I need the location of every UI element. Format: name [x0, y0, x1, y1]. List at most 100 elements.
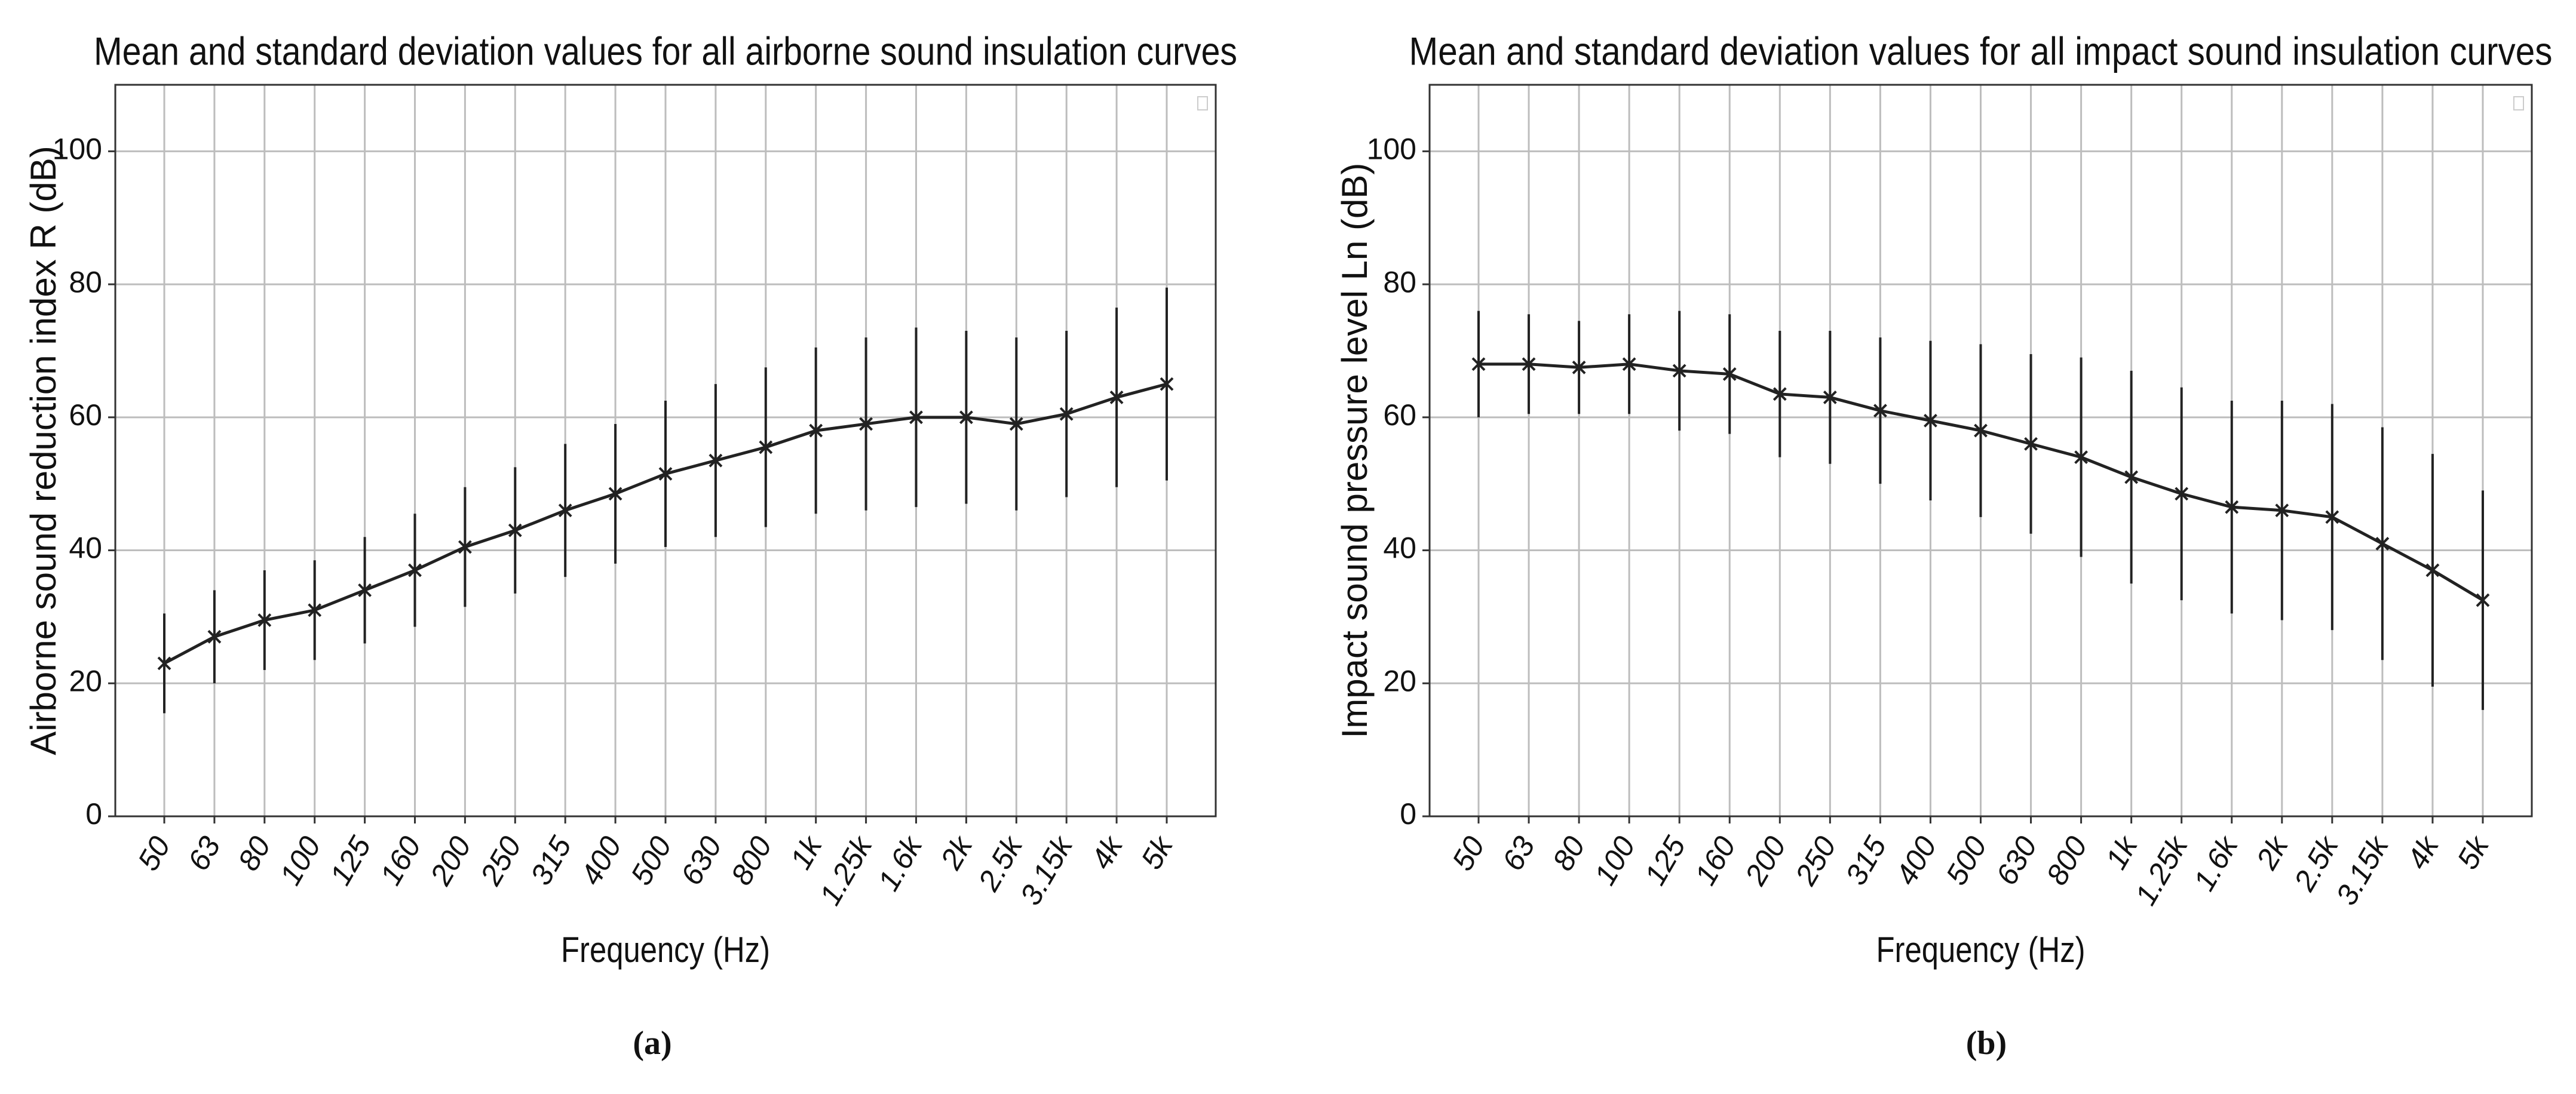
x-tick-label: 160 [373, 831, 427, 890]
marker [2074, 450, 2089, 465]
marker [207, 629, 222, 644]
x-tick-label: 125 [1638, 831, 1692, 890]
y-tick-label: 0 [85, 797, 102, 831]
marker [1873, 404, 1887, 418]
marker [859, 417, 873, 431]
marker [1160, 377, 1174, 391]
y-tick-label: 100 [53, 133, 102, 166]
y-tick-label: 40 [1383, 531, 1416, 565]
marker [2175, 487, 2189, 501]
x-tick-label: 400 [574, 831, 628, 890]
x-tick-label: 400 [1889, 831, 1943, 890]
marker [2425, 563, 2440, 577]
chart-title: Mean and standard deviation values for a… [1409, 29, 2553, 73]
x-tick-label: 2k [2249, 829, 2295, 875]
x-axis-label: Frequency (Hz) [561, 930, 770, 970]
x-tick-label: 5k [2451, 829, 2496, 875]
x-tick-label: 4k [1084, 829, 1130, 875]
x-tick-label: 3.15k [1013, 829, 1080, 911]
marker [1622, 357, 1636, 371]
marker [1522, 357, 1536, 371]
plot-frame [114, 84, 1217, 818]
x-tick-label: 160 [1688, 831, 1742, 890]
marker [558, 503, 572, 518]
x-tick-label: 100 [1588, 831, 1642, 890]
legend-box [1197, 96, 1208, 110]
x-tick-label: 1k [784, 829, 829, 875]
marker [1924, 413, 1937, 428]
x-tick-label: 315 [1839, 831, 1893, 890]
x-tick-label: 100 [273, 831, 327, 890]
marker [1572, 360, 1586, 374]
marker [709, 453, 723, 468]
marker [2375, 536, 2390, 551]
x-tick-label: 1.6k [872, 829, 930, 896]
marker [2024, 437, 2038, 451]
marker [759, 440, 773, 454]
chart-title: Mean and standard deviation values for a… [94, 29, 1237, 73]
y-tick-label: 60 [69, 398, 102, 432]
x-tick-label: 3.15k [2329, 829, 2396, 911]
x-tick-label: 5k [1134, 829, 1180, 875]
marker [308, 603, 322, 617]
marker [257, 613, 272, 627]
marker [2225, 500, 2239, 514]
y-tick-label: 80 [1383, 265, 1416, 299]
x-tick-label: 630 [674, 831, 728, 890]
y-tick-label: 80 [69, 265, 102, 299]
marker [1109, 390, 1124, 404]
x-tick-label: 1.25k [813, 829, 879, 911]
x-tick-label: 200 [1738, 831, 1793, 891]
x-tick-label: 63 [182, 831, 227, 876]
marker [408, 563, 422, 577]
x-tick-label: 315 [524, 831, 578, 890]
x-tick-label: 250 [1789, 831, 1843, 891]
x-tick-label: 800 [2040, 831, 2093, 890]
x-tick-label: 4k [2400, 829, 2446, 875]
marker [1772, 387, 1787, 401]
x-tick-label: 1k [2099, 829, 2145, 875]
x-tick-label: 800 [725, 831, 778, 890]
x-tick-label: 630 [1989, 831, 2043, 890]
legend-box [2513, 96, 2524, 110]
x-tick-label: 50 [1446, 831, 1491, 876]
y-tick-label: 60 [1383, 398, 1416, 432]
marker [2275, 503, 2289, 518]
marker [608, 487, 622, 501]
caption: (a) [633, 1025, 671, 1062]
x-tick-label: 50 [131, 831, 177, 876]
x-axis-label: Frequency (Hz) [1876, 930, 2086, 970]
y-tick-label: 20 [1383, 664, 1416, 697]
x-tick-label: 125 [323, 831, 377, 890]
x-tick-label: 200 [424, 831, 478, 891]
marker [1009, 417, 1023, 431]
marker [2124, 470, 2139, 484]
y-tick-label: 100 [1367, 133, 1416, 166]
marker [1471, 357, 1486, 371]
marker [157, 656, 171, 671]
y-tick-label: 20 [69, 664, 102, 697]
marker [508, 523, 522, 537]
x-tick-label: 63 [1496, 831, 1541, 876]
marker [2476, 593, 2490, 607]
x-tick-label: 500 [624, 831, 678, 890]
x-tick-label: 500 [1939, 831, 1993, 890]
marker [1059, 407, 1074, 421]
x-tick-label: 1.25k [2129, 829, 2195, 911]
y-tick-label: 0 [1400, 797, 1416, 831]
y-axis-label: Airborne sound reduction index R (dB) [23, 146, 63, 755]
marker [809, 423, 823, 438]
marker [1823, 390, 1837, 404]
y-axis-label: Impact sound pressure level Ln (dB) [1335, 163, 1375, 739]
marker [1722, 367, 1737, 381]
marker [959, 410, 973, 425]
marker [358, 583, 372, 597]
x-tick-label: 80 [1546, 831, 1591, 876]
marker [1974, 423, 1988, 438]
x-tick-label: 2k [934, 829, 980, 875]
marker [658, 467, 673, 481]
marker [2325, 510, 2339, 524]
x-tick-label: 80 [231, 831, 277, 876]
y-tick-label: 40 [69, 531, 102, 565]
